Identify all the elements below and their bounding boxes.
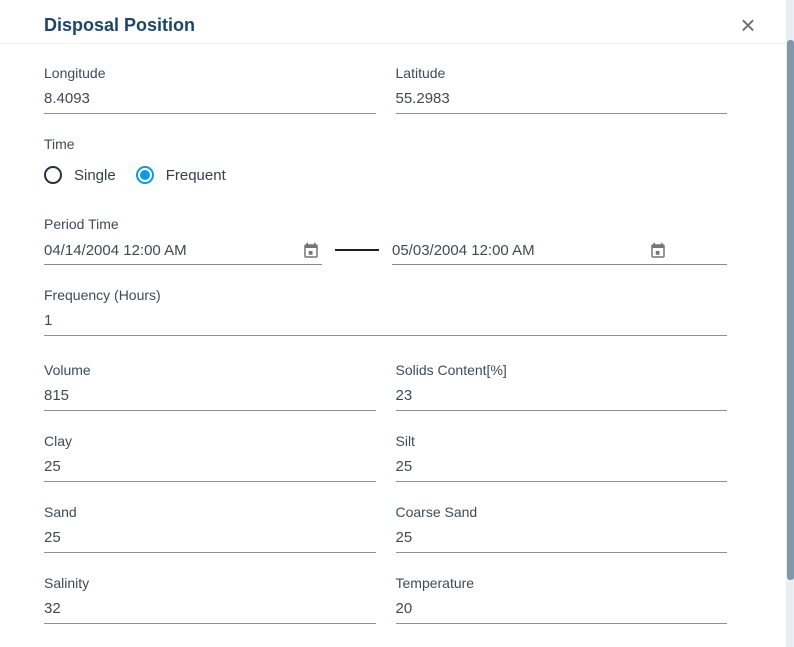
silt-label: Silt <box>395 433 415 449</box>
dialog-content: Longitude Latitude Time Single Frequent <box>0 44 794 624</box>
coords-row: Longitude Latitude <box>44 65 727 114</box>
temperature-input[interactable] <box>395 600 727 624</box>
header-divider <box>0 43 794 44</box>
period-time-label: Period Time <box>44 216 119 232</box>
period-time-row <box>44 241 727 265</box>
silt-input[interactable] <box>395 458 727 482</box>
latitude-label: Latitude <box>395 65 446 81</box>
period-start-calendar-button[interactable] <box>302 242 320 260</box>
close-button[interactable]: × <box>734 11 762 39</box>
longitude-input[interactable] <box>44 90 376 114</box>
sand-row: Sand Coarse Sand <box>44 504 727 553</box>
dialog-header: Disposal Position <box>0 0 794 43</box>
salinity-label: Salinity <box>44 575 90 591</box>
field-longitude: Longitude <box>44 65 376 114</box>
period-end-input[interactable] <box>392 241 643 260</box>
field-frequency: Frequency (Hours) <box>44 287 727 336</box>
period-start-input[interactable] <box>44 241 296 260</box>
period-end-field <box>392 241 727 265</box>
time-label: Time <box>44 136 75 152</box>
period-time-section: Period Time <box>44 216 727 265</box>
time-section: Time Single Frequent <box>44 136 727 184</box>
field-silt: Silt <box>395 433 727 482</box>
field-latitude: Latitude <box>395 65 727 114</box>
volume-row: Volume Solids Content[%] <box>44 362 727 411</box>
salinity-row: Salinity Temperature <box>44 575 727 624</box>
period-start-field <box>44 241 322 265</box>
latitude-input[interactable] <box>395 90 727 114</box>
calendar-icon <box>651 242 665 258</box>
solids-content-label: Solids Content[%] <box>395 362 507 378</box>
period-end-calendar-button[interactable] <box>649 242 667 260</box>
field-temperature: Temperature <box>395 575 727 624</box>
field-volume: Volume <box>44 362 376 411</box>
calendar-icon <box>304 242 318 258</box>
frequency-input[interactable] <box>44 312 727 336</box>
field-solids-content: Solids Content[%] <box>395 362 727 411</box>
radio-frequent[interactable]: Frequent <box>135 166 226 184</box>
clay-input[interactable] <box>44 458 376 482</box>
sand-label: Sand <box>44 504 77 520</box>
radio-single[interactable]: Single <box>44 166 116 184</box>
volume-label: Volume <box>44 362 91 378</box>
field-coarse-sand: Coarse Sand <box>395 504 727 553</box>
temperature-label: Temperature <box>395 575 475 591</box>
field-salinity: Salinity <box>44 575 376 624</box>
close-icon: × <box>740 10 756 40</box>
coarse-sand-label: Coarse Sand <box>395 504 478 520</box>
sand-input[interactable] <box>44 529 376 553</box>
field-sand: Sand <box>44 504 376 553</box>
radio-single-label: Single <box>74 166 116 184</box>
clay-label: Clay <box>44 433 73 449</box>
frequency-label: Frequency (Hours) <box>44 287 161 303</box>
volume-input[interactable] <box>44 387 376 411</box>
scrollbar-track[interactable] <box>786 0 794 647</box>
coarse-sand-input[interactable] <box>395 529 727 553</box>
radio-unselected-icon <box>44 166 62 184</box>
clay-silt-row: Clay Silt <box>44 433 727 482</box>
radio-frequent-label: Frequent <box>165 166 226 184</box>
longitude-label: Longitude <box>44 65 106 81</box>
solids-content-input[interactable] <box>395 387 727 411</box>
radio-selected-icon <box>135 166 154 184</box>
page-title: Disposal Position <box>44 15 196 35</box>
scrollbar-thumb[interactable] <box>786 40 794 580</box>
time-radio-group: Single Frequent <box>44 166 727 184</box>
date-range-separator <box>322 249 392 257</box>
dash-line <box>335 249 379 251</box>
salinity-input[interactable] <box>44 600 376 624</box>
field-clay: Clay <box>44 433 376 482</box>
